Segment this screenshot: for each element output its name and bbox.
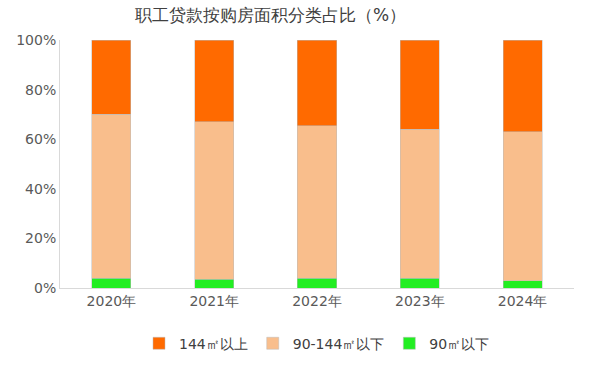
svg-text:2023年: 2023年 <box>395 293 445 309</box>
svg-text:2021年: 2021年 <box>189 293 239 309</box>
svg-text:90㎡以下: 90㎡以下 <box>429 336 489 352</box>
svg-text:职工贷款按购房面积分类占比（%）: 职工贷款按购房面积分类占比（%） <box>135 5 406 25</box>
svg-text:60%: 60% <box>25 131 56 147</box>
svg-text:100%: 100% <box>16 32 56 48</box>
svg-text:90-144㎡以下: 90-144㎡以下 <box>293 336 385 352</box>
svg-text:40%: 40% <box>25 181 56 197</box>
svg-text:2024年: 2024年 <box>498 293 548 309</box>
svg-text:80%: 80% <box>25 82 56 98</box>
svg-text:0%: 0% <box>34 280 56 296</box>
svg-text:2022年: 2022年 <box>292 293 342 309</box>
svg-text:20%: 20% <box>25 230 56 246</box>
svg-text:2020年: 2020年 <box>87 293 137 309</box>
svg-text:144㎡以上: 144㎡以上 <box>179 336 248 352</box>
